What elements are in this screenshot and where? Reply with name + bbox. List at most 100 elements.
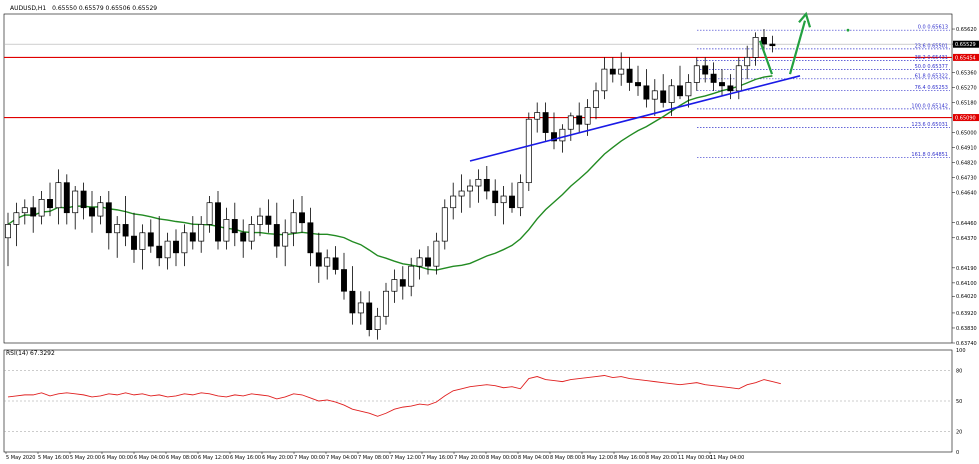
candle xyxy=(332,246,339,275)
x-tick-label: 5 May 20:00 xyxy=(70,455,101,460)
candle-body xyxy=(593,90,599,108)
x-tick-label: 7 May 16:00 xyxy=(422,455,453,460)
candle xyxy=(173,229,179,267)
candle-body xyxy=(635,82,641,87)
x-tick-label: 5 May 2020 xyxy=(6,455,35,460)
fib-level-label: 76.4 0.65253 xyxy=(915,85,948,91)
candle-body xyxy=(450,195,457,209)
candle xyxy=(609,57,616,83)
candle xyxy=(374,307,381,340)
candle-body xyxy=(677,85,683,97)
y-tick-label: 0.64020 xyxy=(956,294,977,300)
level-price-label: 0.65454 xyxy=(955,55,976,61)
candle xyxy=(89,191,95,233)
candle-body xyxy=(467,185,473,192)
fib-level-label: 161.8 0.64851 xyxy=(911,152,948,158)
candle xyxy=(567,112,574,141)
candle xyxy=(534,102,541,133)
candle-body xyxy=(357,302,364,314)
candle xyxy=(525,112,532,192)
candle xyxy=(475,169,482,203)
candle xyxy=(744,45,751,80)
candle-body xyxy=(483,178,490,192)
time-axis: 5 May 2020 5 May 16:00 5 May 20:00 6 May 00… xyxy=(5,452,744,461)
candle xyxy=(299,196,305,233)
candle-body xyxy=(198,224,205,242)
candle xyxy=(114,216,121,258)
candle-body xyxy=(525,118,532,184)
candle xyxy=(265,199,272,233)
candle xyxy=(576,102,583,133)
candle-body xyxy=(509,195,515,209)
rsi-tick-label: 20 xyxy=(956,430,962,436)
fib-level-label: 38.2 0.65431 xyxy=(915,55,948,61)
candle xyxy=(139,224,146,270)
moving-average xyxy=(7,75,773,271)
arrow-up-line xyxy=(788,20,807,75)
candle xyxy=(5,212,11,267)
candle-body xyxy=(626,68,633,83)
candle-body xyxy=(685,82,692,97)
candle-body xyxy=(735,65,742,92)
candle-body xyxy=(651,90,658,100)
candle-body xyxy=(189,232,196,242)
candle xyxy=(156,216,163,267)
rsi-tick-label: 0 xyxy=(956,450,959,456)
moving-average-line xyxy=(7,75,773,271)
candle-body xyxy=(425,257,431,267)
candle-body xyxy=(38,199,45,217)
candle-body xyxy=(30,207,37,217)
candle xyxy=(324,249,331,280)
x-tick-label: 6 May 00:00 xyxy=(102,455,133,460)
rsi-label: RSI(14) 67.3292 xyxy=(6,350,55,357)
candle-body xyxy=(433,240,440,267)
candle xyxy=(693,57,700,91)
candle xyxy=(685,74,692,108)
candle xyxy=(80,182,87,220)
candle-body xyxy=(366,302,373,330)
candle xyxy=(189,216,196,250)
candle xyxy=(21,199,28,225)
candle-body xyxy=(408,265,415,287)
candle-body xyxy=(567,115,574,130)
candle-body xyxy=(383,290,389,317)
y-tick-label: 0.64460 xyxy=(956,221,977,227)
candle-body xyxy=(668,85,675,103)
x-tick-label: 8 May 12:00 xyxy=(582,455,613,460)
candle-body xyxy=(416,257,423,267)
y-tick-label: 0.65000 xyxy=(956,131,977,137)
y-tick-label: 0.64730 xyxy=(956,176,977,182)
candle-body xyxy=(5,224,11,239)
current-price-label: 0.65529 xyxy=(955,42,976,48)
marker-dot xyxy=(846,28,850,32)
candle xyxy=(273,202,280,258)
candle-body xyxy=(240,232,247,242)
candle xyxy=(122,196,129,247)
candle-body xyxy=(215,202,221,242)
y-tick-label: 0.63830 xyxy=(956,326,977,332)
candle xyxy=(509,182,515,213)
candle-body xyxy=(517,182,524,209)
candle xyxy=(47,182,53,217)
candles xyxy=(5,29,776,340)
candle-body xyxy=(761,37,767,45)
candle xyxy=(30,196,37,233)
x-tick-label: 7 May 20:00 xyxy=(454,455,485,460)
candle xyxy=(601,57,608,100)
candle xyxy=(72,186,79,230)
symbol-label: AUDUSD,H1 xyxy=(10,5,46,12)
candle xyxy=(702,57,709,83)
x-tick-label: 6 May 04:00 xyxy=(134,455,165,460)
candle-body xyxy=(63,182,70,214)
x-tick-label: 7 May 12:00 xyxy=(390,455,421,460)
x-tick-label: 6 May 20:00 xyxy=(262,455,293,460)
candle xyxy=(651,79,658,116)
current-price-box xyxy=(953,40,979,48)
candle-body xyxy=(97,202,104,217)
x-tick-label: 7 May 08:00 xyxy=(358,455,389,460)
candle-body xyxy=(693,65,700,83)
candle-body xyxy=(542,112,549,133)
fib-level-label: 100.0 0.65142 xyxy=(911,103,948,109)
